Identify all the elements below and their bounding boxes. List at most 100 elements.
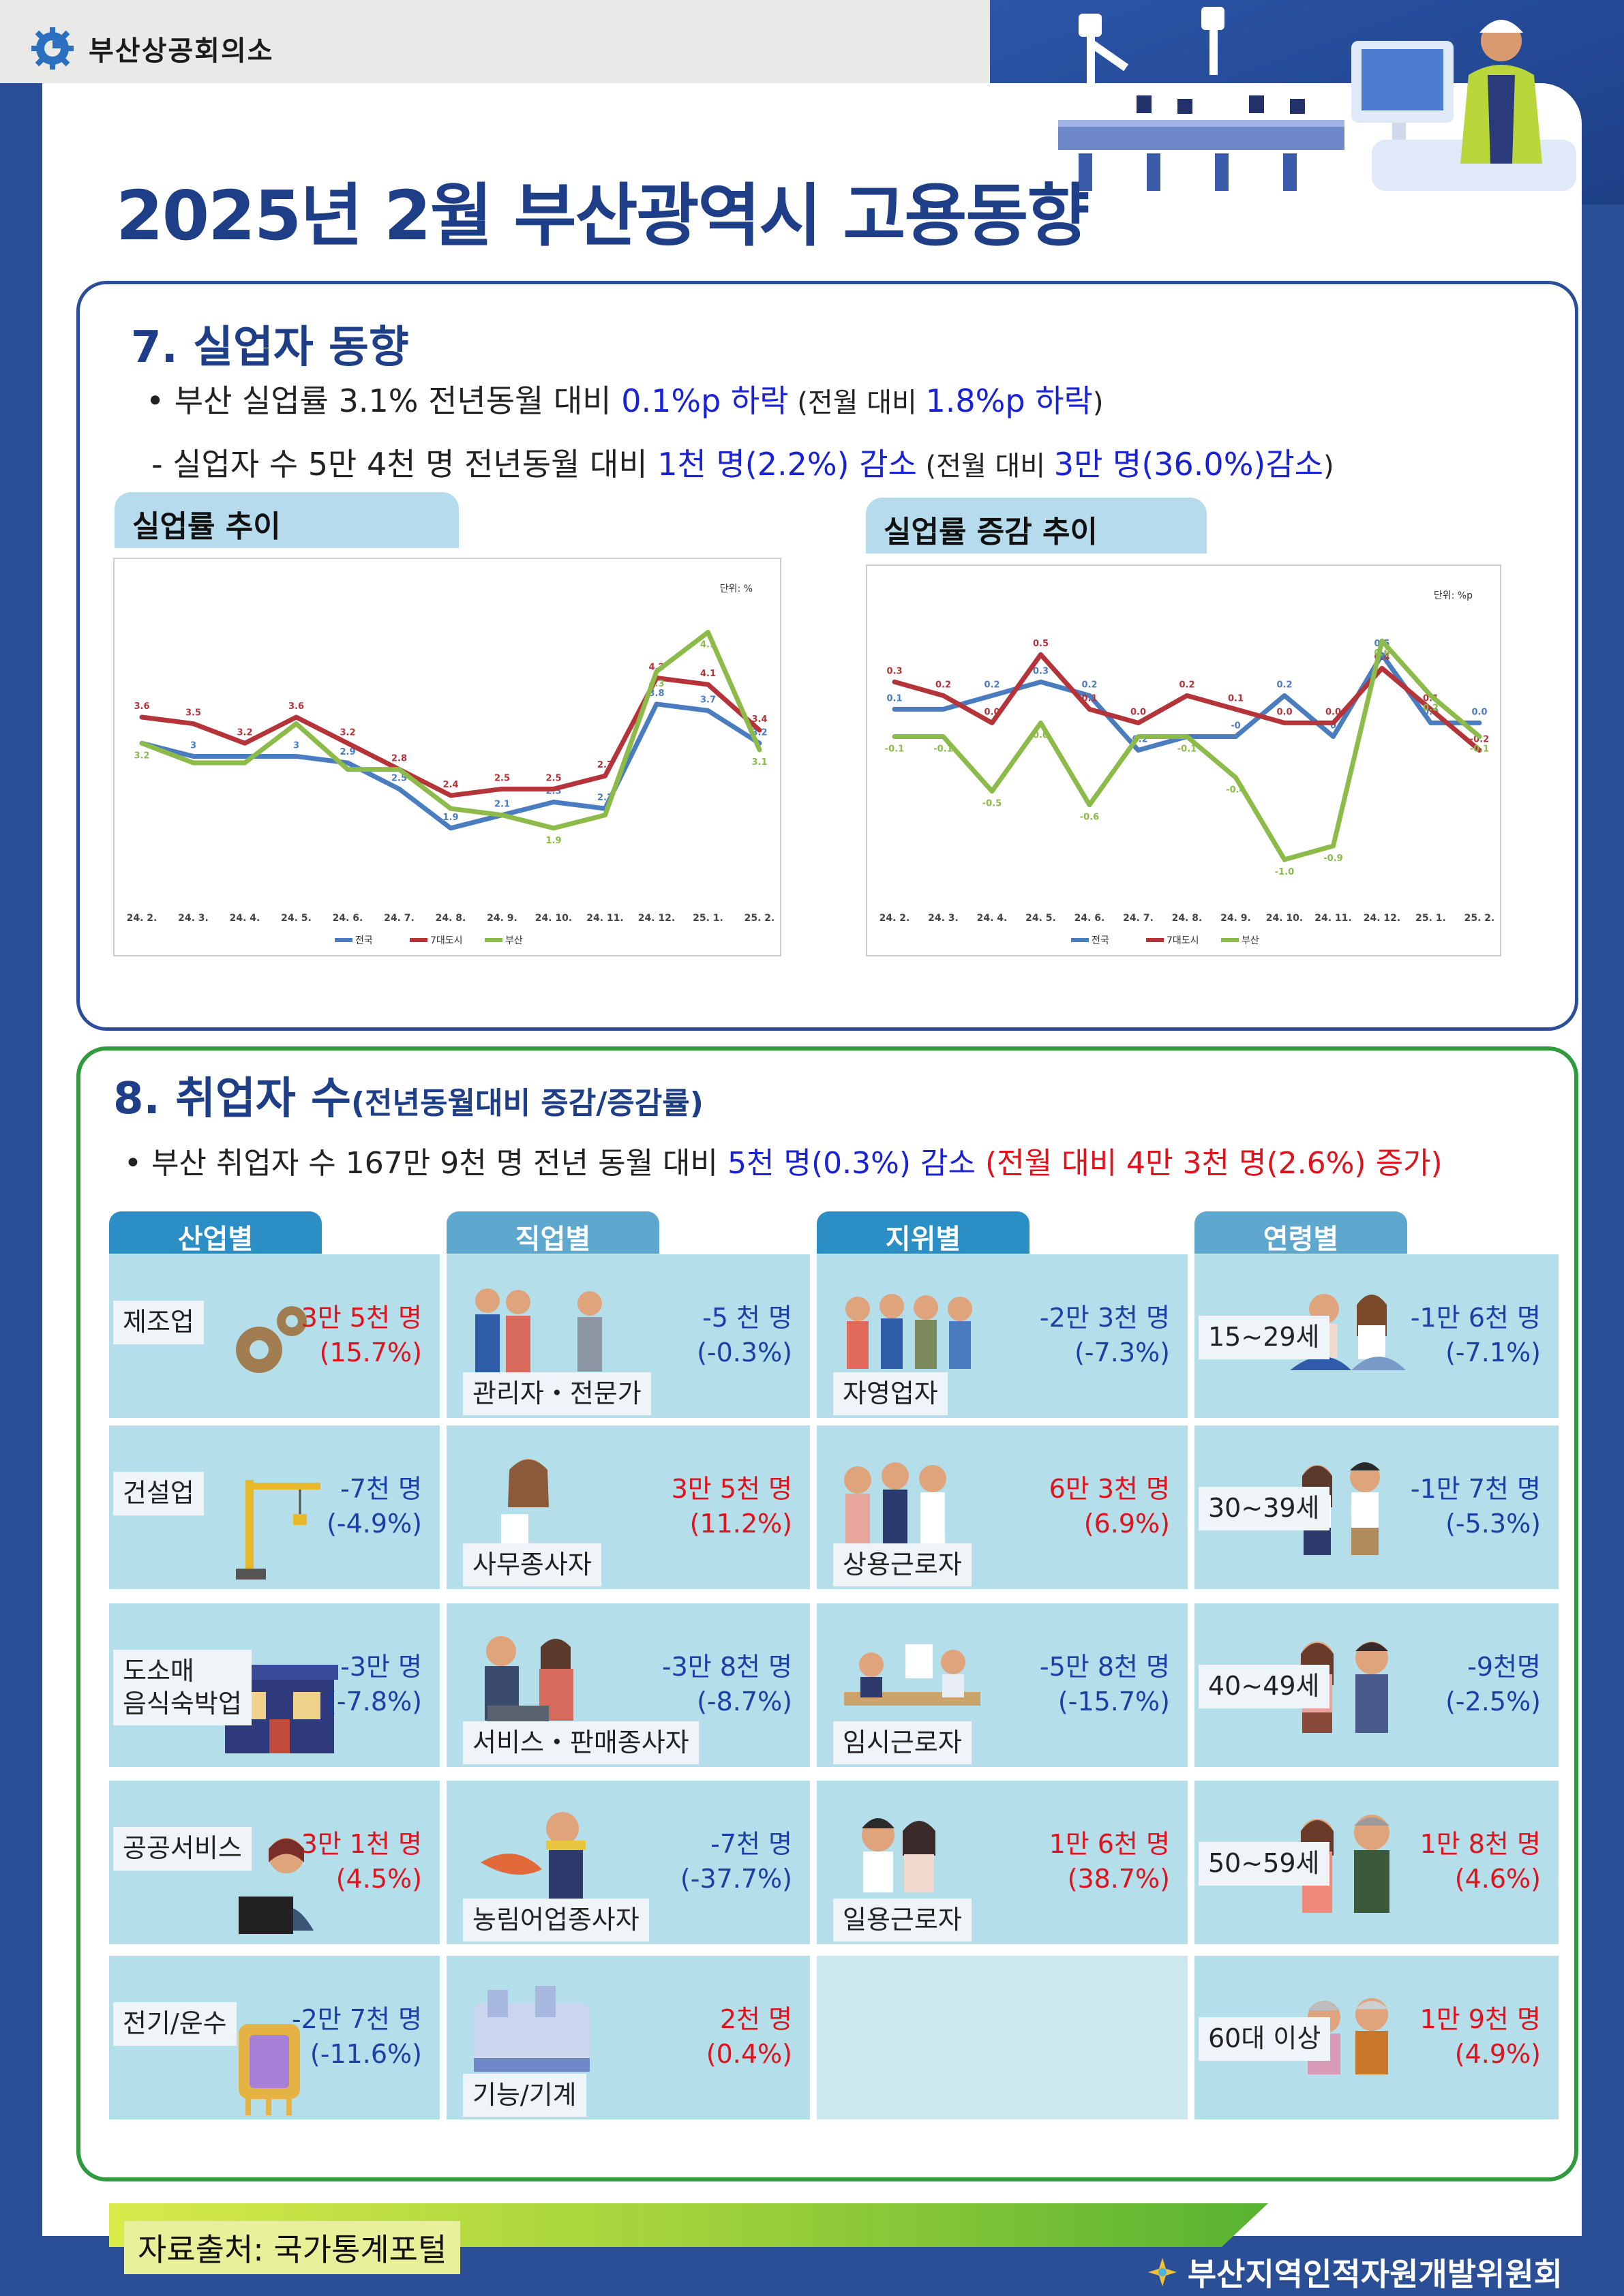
summary-monthly-increase: (전월 대비 4만 3천 명(2.6%) 증가) xyxy=(976,1146,1443,1181)
occupation-cell: 사무종사자 3만 5천 명 (11.2%) xyxy=(447,1425,810,1589)
data-label: -0 xyxy=(1231,721,1240,731)
data-label: 0.6 xyxy=(1374,648,1389,659)
change-rate: (-11.6%) xyxy=(310,2039,422,2070)
occupation-label: 관리자・전문가 xyxy=(463,1372,651,1415)
status-label: 자영업자 xyxy=(833,1372,948,1415)
change-rate: (4.9%) xyxy=(1454,2039,1541,2070)
data-label: -0.4 xyxy=(1226,785,1245,796)
status-cell: 상용근로자 6만 3천 명 (6.9%) xyxy=(817,1425,1188,1589)
data-label: -0.1 xyxy=(885,744,904,754)
change-count: 1만 6천 명 xyxy=(1049,1829,1170,1859)
x-tick-label: 24. 9. xyxy=(1220,913,1251,924)
change-count: -3만 8천 명 xyxy=(661,1652,792,1682)
status-label: 일용근로자 xyxy=(833,1898,972,1942)
status-cell xyxy=(817,1956,1188,2119)
industry-cell: 건설업 -7천 명 (-4.9%) xyxy=(109,1425,440,1589)
status-value: 1만 6천 명 (38.7%) xyxy=(1049,1827,1170,1897)
data-label: 0 xyxy=(1330,721,1336,731)
data-label: 0.5 xyxy=(1033,639,1049,649)
change-count: -7천 명 xyxy=(340,1474,422,1504)
data-label: 0.0 xyxy=(1471,707,1487,717)
left-border xyxy=(0,0,42,2296)
unemployment-rate-chart-svg: 단위: % 24. 2. 24. 3. 24. 4. 24. 5. 24. 6. 24. 7… xyxy=(127,584,775,946)
factory-machine-icon xyxy=(474,1986,590,2072)
line2-paren-highlight: 3만 명(36.0%)감소 xyxy=(1053,446,1323,483)
battery-icon xyxy=(239,2024,300,2115)
occupation-value: -7천 명 (-37.7%) xyxy=(680,1827,792,1897)
data-label: 0.0 xyxy=(1033,730,1049,740)
industry-cell: 제조업 3만 5천 명 (15.7%) xyxy=(109,1254,440,1418)
change-rate: (15.7%) xyxy=(319,1338,422,1368)
data-label: 0.1 xyxy=(886,693,902,704)
line1-paren-close: ) xyxy=(1092,387,1104,419)
data-label: 3.6 xyxy=(288,701,304,712)
data-label: 0.3 xyxy=(1033,666,1049,676)
change-rate: (-7.8%) xyxy=(327,1687,422,1717)
change-rate: (4.6%) xyxy=(1454,1864,1541,1894)
change-rate: (4.5%) xyxy=(335,1864,422,1894)
occupation-label: 기능/기계 xyxy=(463,2073,586,2117)
data-label: 0.0 xyxy=(1325,707,1341,717)
change-rate: (-0.3%) xyxy=(697,1338,792,1368)
change-rate: (-37.7%) xyxy=(680,1864,792,1894)
status-cell: 자영업자 -2만 3천 명 (-7.3%) xyxy=(817,1254,1188,1418)
status-cell: 일용근로자 1만 6천 명 (38.7%) xyxy=(817,1781,1188,1944)
employment-title-sub: (전년동월대비 증감/증감률) xyxy=(350,1086,704,1121)
industry-label: 건설업 xyxy=(113,1472,204,1515)
data-label: 3.5 xyxy=(185,708,201,719)
line2-paren-open: (전월 대비 xyxy=(916,451,1054,482)
data-label: 2.8 xyxy=(391,754,407,764)
regular-workers-icon xyxy=(844,1462,946,1548)
data-label: -1.0 xyxy=(1275,867,1294,877)
data-label: 3.8 xyxy=(648,689,664,699)
change-count: 2천 명 xyxy=(719,2004,792,2034)
age-cell: 40~49세 -9천명 (-2.5%) xyxy=(1194,1603,1559,1767)
data-label: 3.1 xyxy=(751,757,767,768)
footer-org-name: 부산지역인적자원개발위원회 xyxy=(1187,2256,1563,2293)
service-workers-icon xyxy=(485,1636,573,1726)
industry-cell: 도소매 음식숙박업 -3만 명 (-7.8%) xyxy=(109,1603,440,1767)
x-tick-label: 24. 10. xyxy=(535,913,572,924)
x-tick-label: 24. 3. xyxy=(178,913,209,924)
age-label: 50~59세 xyxy=(1199,1842,1329,1886)
data-label: 4.1 xyxy=(700,669,716,679)
change-count: -5 천 명 xyxy=(702,1303,792,1333)
age-value: -9천명 (-2.5%) xyxy=(1445,1650,1541,1720)
data-label: 3.2 xyxy=(134,751,149,761)
status-cell: 임시근로자 -5만 8천 명 (-15.7%) xyxy=(817,1603,1188,1767)
occupation-value: -3만 8천 명 (-8.7%) xyxy=(662,1650,792,1720)
chart-unit: 단위: % xyxy=(720,584,753,594)
occupation-cell: 서비스・판매종사자 -3만 8천 명 (-8.7%) xyxy=(447,1603,810,1767)
data-label: -0.2 xyxy=(1470,735,1489,745)
tab-industry: 산업별 xyxy=(109,1211,322,1255)
data-label: 0.0 xyxy=(1276,707,1292,717)
industry-cell: 전기/운수 -2만 7천 명 (-11.6%) xyxy=(109,1956,440,2119)
age-cell: 30~39세 -1만 7천 명 (-5.3%) xyxy=(1194,1425,1559,1589)
employment-title: 8. 취업자 수(전년동월대비 증감/증감률) xyxy=(113,1063,704,1126)
occupation-value: 2천 명 (0.4%) xyxy=(706,2002,792,2072)
employment-summary-line: • 부산 취업자 수 167만 9천 명 전년 동월 대비 5천 명(0.3%)… xyxy=(124,1138,1443,1182)
crane-icon xyxy=(236,1480,320,1580)
industry-value: -3만 명 (-7.8%) xyxy=(327,1650,422,1720)
change-rate: (-7.3%) xyxy=(1074,1338,1170,1368)
x-tick-label: 25. 2. xyxy=(1464,913,1495,924)
chart-change-tab: 실업률 증감 추이 xyxy=(866,498,1207,554)
summary-prefix: • 부산 취업자 수 167만 9천 명 전년 동월 대비 xyxy=(124,1146,727,1181)
legend-label: 부산 xyxy=(505,935,523,946)
line1-highlight: 0.1%p 하락 xyxy=(621,382,789,419)
change-count: -5만 8천 명 xyxy=(1039,1652,1170,1682)
age-value: -1만 6천 명 (-7.1%) xyxy=(1411,1301,1541,1371)
occupation-label: 농림어업종사자 xyxy=(463,1898,649,1942)
series-line-부산 xyxy=(139,629,762,831)
status-label: 상용근로자 xyxy=(833,1543,972,1586)
x-tick-label: 24. 12. xyxy=(638,913,675,924)
data-label: -0.1 xyxy=(933,744,952,754)
occupation-cell: 기능/기계 2천 명 (0.4%) xyxy=(447,1956,810,2119)
age-value: 1만 8천 명 (4.6%) xyxy=(1420,1827,1541,1897)
data-label: -0.9 xyxy=(1323,854,1342,864)
gears-icon xyxy=(236,1306,307,1373)
self-employed-icon xyxy=(845,1294,972,1369)
change-count: -2만 3천 명 xyxy=(1039,1303,1170,1333)
change-rate: (-15.7%) xyxy=(1057,1687,1170,1717)
x-tick-label: 24. 11. xyxy=(586,913,623,924)
